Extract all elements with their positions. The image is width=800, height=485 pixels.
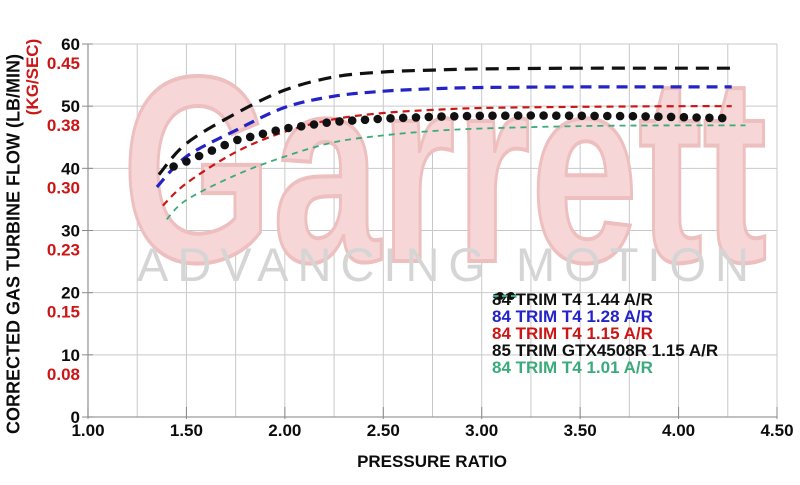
data-dot	[220, 140, 229, 150]
legend-item: 84 TRIM T4 1.44 A/R	[492, 289, 718, 309]
x-tick-label: 3.50	[564, 421, 597, 440]
x-tick-label: 1.00	[71, 421, 104, 440]
x-tick-label: 1.50	[170, 421, 203, 440]
legend-label: 84 TRIM T4 1.28 A/R	[492, 306, 653, 326]
curve-series-2	[162, 105, 732, 207]
data-dot	[347, 116, 357, 125]
y-tick-label-lb-min: 60	[61, 35, 80, 54]
legend-item: 84 TRIM T4 1.15 A/R	[492, 295, 718, 343]
legend-label: 84 TRIM T4 1.15 A/R	[492, 323, 653, 343]
curve-series-3	[169, 111, 727, 171]
data-dot	[335, 117, 344, 126]
data-dot	[322, 118, 332, 127]
data-dot	[182, 157, 191, 166]
curve-series-1	[155, 85, 732, 189]
data-dot	[615, 111, 625, 121]
data-dot	[398, 113, 408, 123]
data-dot	[513, 111, 523, 120]
curve-series-0	[157, 66, 732, 176]
x-tick-label: 3.00	[465, 421, 498, 440]
data-dot	[169, 162, 178, 171]
data-dot	[271, 126, 281, 135]
y-tick-label-lb-min: 40	[61, 159, 80, 178]
data-dot	[194, 151, 204, 161]
data-dot	[233, 135, 242, 145]
data-dot	[539, 111, 548, 120]
data-dot	[679, 112, 689, 122]
y-axis-title-kg-sec: (KG/SEC)	[23, 38, 42, 116]
data-dot	[552, 111, 561, 120]
data-dot	[309, 120, 319, 129]
legend-item: 84 TRIM T4 1.01 A/R	[492, 295, 718, 378]
y-tick-label-lb-min: 10	[61, 346, 80, 365]
data-dot	[488, 111, 497, 120]
x-axis-title: PRESSURE RATIO	[357, 452, 507, 471]
data-dot	[692, 113, 701, 122]
y-tick-label-lb-min: 20	[61, 284, 80, 303]
curve-series-4	[166, 124, 746, 220]
y-tick-label-kg-sec: 0.38	[47, 116, 80, 135]
x-tick-label: 2.50	[367, 421, 400, 440]
y-tick-label-lb-min: 0	[71, 408, 80, 427]
data-dot	[437, 112, 446, 121]
y-tick-label-lb-min: 30	[61, 222, 80, 241]
y-tick-label-kg-sec: 0.45	[47, 54, 80, 73]
y-axis-title-lb-min: CORRECTED GAS TURBINE FLOW (LB/MIN)	[3, 54, 24, 434]
y-tick-label-kg-sec: 0.30	[47, 178, 80, 197]
data-dot	[462, 111, 472, 121]
x-tick-label: 4.50	[760, 421, 793, 440]
legend-label: 85 TRIM GTX4508R 1.15 A/R	[492, 341, 719, 361]
data-dot	[705, 113, 714, 123]
data-dot	[603, 111, 612, 121]
data-dot	[258, 129, 268, 139]
advancing-motion-watermark: ADVANCING MOTION	[137, 238, 758, 291]
data-dot	[526, 111, 536, 120]
data-dot	[641, 112, 650, 121]
x-tick-label: 4.00	[662, 421, 695, 440]
chart-legend: 84 TRIM T4 1.44 A/R 84 TRIM T4 1.28 A/R 84…	[492, 289, 719, 378]
data-dot	[373, 114, 383, 124]
data-dot	[717, 113, 727, 123]
data-dot	[360, 115, 370, 125]
x-tick-label: 2.00	[268, 421, 301, 440]
tick-labels: 1.00 1.50 2.00 2.50 3.00 3.50 4.00 4.50 0 100.08 2…	[47, 35, 794, 440]
data-dot	[628, 111, 638, 121]
data-dot	[411, 113, 421, 122]
data-dot	[245, 132, 255, 142]
data-dot	[386, 114, 395, 123]
data-dot	[450, 112, 459, 121]
y-tick-label-kg-sec: 0.15	[47, 303, 80, 322]
y-tick-label-kg-sec: 0.08	[47, 365, 80, 384]
data-dot	[296, 122, 306, 131]
legend-item: 85 TRIM GTX4508R 1.15 A/R	[492, 292, 719, 361]
y-tick-label-lb-min: 50	[61, 97, 80, 116]
y-tick-label-kg-sec: 0.23	[47, 241, 80, 260]
data-dot	[207, 146, 217, 155]
data-dot	[590, 111, 599, 121]
data-dot	[654, 112, 663, 121]
data-dot	[424, 112, 434, 122]
legend-item: 84 TRIM T4 1.28 A/R	[492, 294, 718, 326]
legend-label: 84 TRIM T4 1.01 A/R	[492, 358, 653, 378]
data-dot	[475, 111, 485, 121]
data-dot	[564, 111, 574, 120]
data-dot	[284, 123, 293, 133]
garrett-logo-watermark: Garrett	[121, 22, 769, 318]
data-dot	[501, 111, 510, 120]
data-dot	[577, 111, 587, 121]
data-dot	[666, 112, 676, 122]
legend-label: 84 TRIM T4 1.44 A/R	[492, 289, 653, 309]
